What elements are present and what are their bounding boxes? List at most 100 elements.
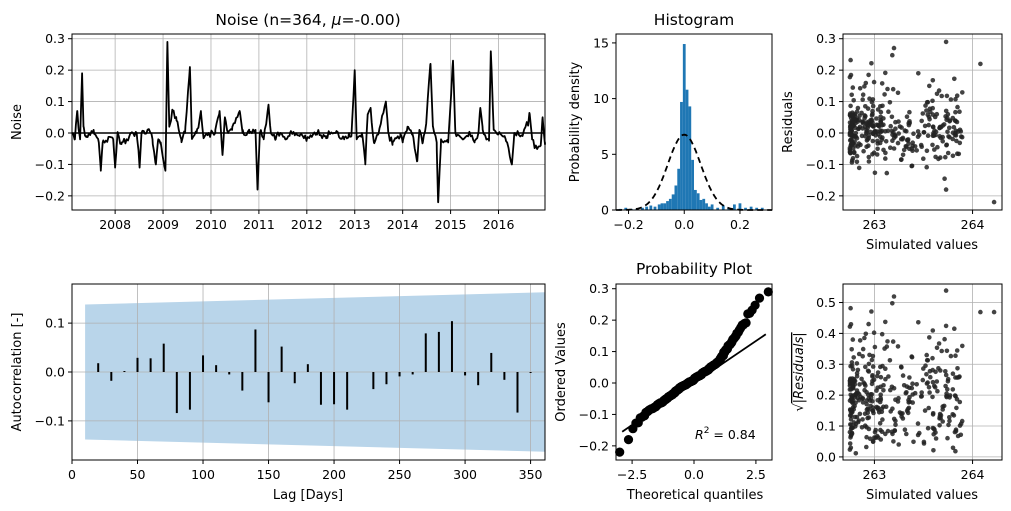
sqrt-residual-point: [863, 331, 869, 337]
sqrt-residual-point: [957, 423, 963, 428]
residual-point: [847, 145, 853, 151]
histogram-x-ticks: −0.2 0.0 0.2: [613, 210, 750, 232]
residual-point: [857, 86, 863, 91]
residual-point: [953, 109, 958, 115]
autocorrelation-x-ticks: 0 50 100 150 200 250 300 350: [68, 460, 543, 482]
residual-point: [885, 86, 890, 92]
residual-point: [874, 116, 879, 121]
sqrt-residual-point: [915, 421, 921, 426]
sqrt-residual-point: [878, 392, 883, 398]
histogram-bar: [653, 206, 657, 210]
quantile-point: [615, 447, 625, 457]
sqrt-residual-point: [855, 367, 861, 373]
sqrt-residual-point: [863, 383, 868, 388]
autocorrelation-panel: 0 50 100 150 200 250 300 350 −0.1 0.0 0.1 Lag [Da…: [10, 283, 546, 503]
histogram-bar: [657, 204, 661, 210]
x-tick-label: 2014: [387, 217, 419, 232]
residual-point: [864, 144, 869, 150]
sqrt-residual-point: [857, 382, 862, 387]
residual-point: [848, 137, 854, 142]
histogram-bar: [671, 194, 675, 210]
y-tick-label: 0.2: [816, 388, 836, 403]
residual-point: [944, 93, 950, 99]
residual-point: [871, 150, 877, 155]
residual-point: [848, 72, 854, 78]
y-tick-label: −0.1: [35, 157, 65, 172]
sqrt-residual-point: [862, 335, 867, 341]
sqrt-residual-point: [890, 339, 896, 344]
residual-point: [883, 70, 888, 76]
sqrt-residual-point: [862, 423, 868, 429]
sqrt-residual-point: [926, 385, 932, 390]
autocorrelation-x-label: Lag [Days]: [273, 488, 343, 503]
sqrt-residual-point: [893, 418, 898, 424]
sqrt-residual-point: [854, 388, 860, 393]
residual-point: [853, 134, 859, 139]
sqrt-residual-point: [943, 323, 949, 329]
residual-point: [860, 92, 866, 97]
histogram-bar: [691, 159, 694, 210]
residual-point: [904, 144, 909, 150]
sqrt-residual-point: [927, 390, 932, 395]
sqrt-residual-point: [898, 364, 904, 370]
residual-point: [881, 116, 886, 121]
sqrt-residual-point: [930, 355, 935, 361]
residual-point: [863, 113, 868, 119]
residual-point: [954, 93, 960, 98]
histogram-bar: [744, 207, 747, 210]
sqrt-residual-point: [860, 346, 866, 352]
residuals-grid: [843, 34, 1002, 210]
residual-point: [922, 123, 928, 129]
y-tick-label: 0: [601, 203, 609, 218]
sqrt-residual-point: [924, 352, 929, 358]
x-tick-label: 250: [388, 467, 412, 482]
residual-point: [854, 153, 860, 159]
x-tick-label: −0.2: [613, 217, 643, 232]
y-tick-label: 0.2: [816, 63, 836, 78]
residual-point: [941, 122, 947, 127]
sqrt-residual-point: [955, 366, 960, 371]
sqrt-residual-point: [866, 426, 872, 432]
sqrt-residual-point: [917, 430, 922, 436]
residual-point: [943, 154, 948, 160]
sqrt-residual-point: [870, 364, 876, 369]
sqrt-residual-point: [853, 451, 859, 456]
sqrt-residual-point: [883, 376, 888, 382]
sqrt-residual-point: [937, 423, 942, 428]
sqrt-residual-point: [883, 366, 888, 372]
residual-point: [847, 125, 853, 130]
sqrt-residual-point: [890, 406, 895, 412]
sqrt-residual-point: [921, 439, 927, 445]
residual-point: [891, 146, 897, 151]
sqrt-residual-point: [930, 328, 936, 333]
residual-point: [866, 72, 871, 78]
sqrt-residual-point: [936, 341, 942, 346]
residual-point: [930, 78, 936, 83]
residuals-y-ticks: −0.2 −0.1 0.0 0.1 0.2 0.3: [806, 31, 843, 203]
quantile-point: [750, 300, 760, 310]
sqrt-residual-point: [934, 379, 940, 384]
histogram-bar: [733, 204, 736, 210]
residual-point: [955, 104, 960, 110]
probability-plot-y-ticks: −0.2 −0.1 0.0 0.1 0.2 0.3: [579, 281, 616, 453]
residual-point: [951, 125, 957, 130]
histogram-y-ticks: 0 5 10 15: [593, 35, 616, 218]
sqrt-residual-point: [875, 405, 881, 411]
sqrt-residual-point: [851, 386, 856, 391]
residual-point: [864, 127, 869, 133]
x-tick-label: 2.5: [746, 467, 766, 482]
sqrt-residual-point: [880, 417, 885, 422]
histogram-bar: [666, 201, 669, 210]
residual-point: [856, 165, 862, 171]
residual-point: [937, 125, 943, 130]
residual-point: [874, 129, 880, 134]
sqrt-residual-point: [920, 377, 926, 383]
histogram-bar: [649, 205, 653, 210]
sqrt-residual-point: [854, 374, 860, 379]
y-tick-label: −0.1: [579, 407, 609, 422]
residual-point: [991, 199, 997, 205]
x-tick-label: 100: [191, 467, 215, 482]
residual-point: [858, 142, 863, 148]
x-tick-label: 350: [519, 467, 543, 482]
y-tick-label: 0.2: [589, 313, 609, 328]
